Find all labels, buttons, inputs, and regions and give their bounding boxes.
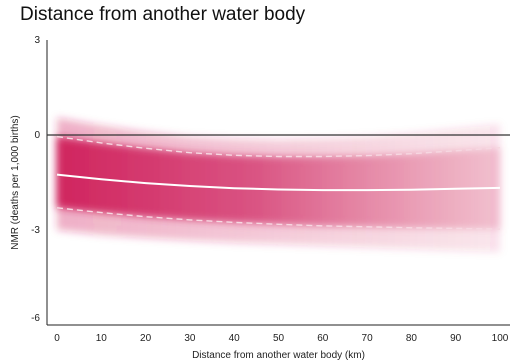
axes [46,40,510,326]
x-tick-label: 50 [273,333,285,344]
upper-ci-line [56,135,501,158]
estimate-line [56,173,501,192]
x-tick-label: 40 [229,333,241,344]
x-axis-label: Distance from another water body (km) [192,350,365,360]
x-tick-label: 100 [492,333,509,344]
x-tick-label: 80 [406,333,418,344]
y-tick-label: -6 [31,313,40,324]
y-axis-label: NMR (deaths per 1,000 births) [10,115,21,250]
chart-title: Distance from another water body [20,4,306,25]
x-tick-label: 10 [96,333,108,344]
x-tick-label: 60 [317,333,329,344]
series-lines [56,135,501,230]
x-tick-label: 0 [54,333,60,344]
x-tick-label: 20 [140,333,152,344]
lower-ci-line [56,207,501,230]
y-tick-label: 3 [34,35,40,46]
x-tick-label: 90 [450,333,462,344]
confidence-bands [57,117,500,253]
confidence-band [57,136,500,230]
x-tick-label: 30 [184,333,196,344]
y-tick-label: -3 [31,225,40,236]
y-tick-label: 0 [34,130,40,141]
x-tick-label: 70 [362,333,374,344]
